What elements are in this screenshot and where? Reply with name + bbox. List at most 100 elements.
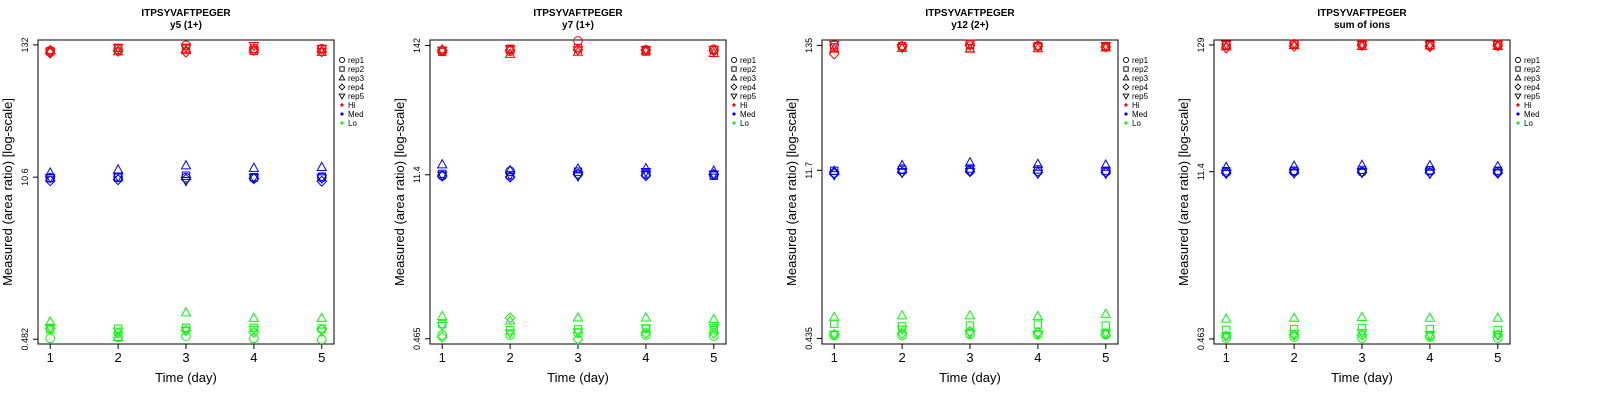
point-lo-rep5-day2 bbox=[504, 329, 516, 340]
point-lo-rep5-day1 bbox=[44, 324, 56, 334]
point-lo-rep1-day3 bbox=[1357, 333, 1367, 343]
x-tick-label: 2 bbox=[898, 350, 905, 365]
point-lo-rep3-day1 bbox=[436, 310, 448, 321]
point-lo-rep3-day2 bbox=[1288, 312, 1300, 322]
legend-label-rep2: rep2 bbox=[348, 65, 365, 74]
legend-label-lo: Lo bbox=[1132, 119, 1141, 128]
point-med-rep3-day2 bbox=[112, 163, 124, 174]
panel-title: ITPSYVAFTPEGER bbox=[141, 8, 231, 19]
legend-label-rep4: rep4 bbox=[740, 83, 757, 92]
legend-marker-rep1 bbox=[1514, 57, 1522, 63]
y-tick-label: 11.4 bbox=[1196, 163, 1206, 180]
panel-title: ITPSYVAFTPEGER bbox=[1317, 8, 1407, 19]
point-lo-rep2-day1 bbox=[438, 319, 447, 329]
point-lo-rep2-day4 bbox=[1033, 320, 1043, 329]
legend-label-rep1: rep1 bbox=[348, 56, 365, 65]
point-hi-rep3-day1 bbox=[828, 42, 840, 53]
y-tick-label: 11.7 bbox=[804, 162, 814, 179]
y-tick-label: 0.482 bbox=[20, 328, 30, 351]
plot-frame bbox=[37, 39, 335, 345]
legend-marker-med bbox=[1124, 112, 1128, 116]
y-axis-label: Measured (area ratio) [log-scale] bbox=[392, 98, 407, 286]
point-lo-rep2-day3 bbox=[965, 321, 975, 330]
point-lo-rep2-day1 bbox=[830, 319, 839, 328]
point-med-rep3-day2 bbox=[1288, 160, 1300, 170]
legend-label-rep5: rep5 bbox=[348, 92, 365, 101]
point-lo-rep1-day2 bbox=[505, 330, 515, 340]
point-lo-rep3-day3 bbox=[1356, 311, 1368, 322]
y-tick-label: 132 bbox=[20, 37, 30, 52]
x-axis-label: Time (day) bbox=[1331, 370, 1393, 385]
point-lo-rep3-day5 bbox=[316, 312, 328, 322]
point-hi-rep4-day1 bbox=[828, 48, 840, 60]
y-tick-label: 135 bbox=[804, 38, 814, 53]
legend-label-lo: Lo bbox=[740, 119, 749, 128]
point-hi-rep5-day5 bbox=[708, 45, 720, 56]
legend-marker-rep5 bbox=[1122, 93, 1130, 100]
point-med-rep3-day4 bbox=[640, 162, 652, 173]
point-hi-rep3-day4 bbox=[248, 43, 260, 54]
point-med-rep3-day4 bbox=[1424, 159, 1436, 170]
legend-marker-rep4 bbox=[1514, 83, 1522, 91]
legend-marker-rep3 bbox=[1122, 74, 1130, 81]
point-lo-rep4-day4 bbox=[1032, 326, 1044, 339]
point-med-rep4-day4 bbox=[640, 170, 652, 182]
legend-marker-med bbox=[340, 112, 344, 116]
point-lo-rep5-day1 bbox=[436, 321, 448, 332]
x-tick-label: 5 bbox=[710, 350, 717, 365]
point-lo-rep4-day3 bbox=[964, 325, 976, 337]
point-lo-rep1-day1 bbox=[1221, 333, 1232, 343]
legend-label-rep3: rep3 bbox=[1524, 74, 1541, 83]
point-hi-rep3-day1 bbox=[436, 43, 448, 54]
plot-frame bbox=[1213, 39, 1511, 345]
legend-label-hi: Hi bbox=[348, 101, 356, 110]
legend-marker-hi bbox=[340, 103, 344, 107]
legend-label-rep5: rep5 bbox=[1132, 92, 1149, 101]
point-med-rep3-day4 bbox=[248, 162, 260, 172]
point-lo-rep4-day3 bbox=[572, 333, 584, 346]
legend-label-rep3: rep3 bbox=[740, 74, 757, 83]
point-med-rep5-day1 bbox=[44, 173, 56, 184]
legend-marker-lo bbox=[732, 121, 736, 125]
point-hi-rep5-day5 bbox=[1492, 40, 1504, 51]
y-tick-label: 11.4 bbox=[412, 166, 422, 183]
point-med-rep3-day5 bbox=[708, 164, 720, 175]
x-tick-label: 4 bbox=[1426, 350, 1433, 365]
legend-marker-hi bbox=[1516, 103, 1520, 107]
point-lo-rep4-day3 bbox=[1356, 329, 1368, 341]
legend-label-rep1: rep1 bbox=[1132, 56, 1149, 65]
data-points bbox=[1220, 39, 1504, 343]
x-tick-label: 2 bbox=[114, 350, 121, 365]
point-med-rep3-day3 bbox=[572, 162, 584, 173]
x-axis-label: Time (day) bbox=[547, 370, 609, 385]
point-med-rep3-day1 bbox=[436, 158, 448, 169]
point-med-rep5-day3 bbox=[180, 177, 192, 187]
point-lo-rep3-day5 bbox=[1100, 308, 1112, 318]
point-hi-rep4-day4 bbox=[248, 44, 260, 57]
point-lo-rep5-day3 bbox=[1356, 329, 1368, 339]
point-lo-rep5-day3 bbox=[964, 329, 976, 340]
y-tick-label: 0.463 bbox=[1196, 328, 1206, 351]
point-med-rep5-day1 bbox=[828, 171, 840, 181]
legend-marker-rep3 bbox=[1514, 74, 1522, 81]
x-tick-label: 3 bbox=[574, 350, 581, 365]
x-tick-label: 5 bbox=[1494, 350, 1501, 365]
legend-marker-lo bbox=[1124, 121, 1128, 125]
point-med-rep1-day1 bbox=[829, 168, 840, 178]
y-axis-label: Measured (area ratio) [log-scale] bbox=[784, 98, 799, 286]
legend-marker-rep2 bbox=[1123, 66, 1129, 72]
point-hi-rep1-day4 bbox=[249, 43, 259, 53]
point-med-rep5-day2 bbox=[896, 168, 908, 179]
point-lo-rep4-day5 bbox=[708, 327, 720, 339]
point-lo-rep5-day4 bbox=[1424, 331, 1436, 341]
point-med-rep5-day3 bbox=[572, 172, 584, 183]
legend-label-med: Med bbox=[1524, 110, 1540, 119]
point-lo-rep4-day2 bbox=[896, 327, 908, 340]
point-lo-rep3-day1 bbox=[1220, 312, 1232, 323]
point-med-rep3-day3 bbox=[964, 156, 976, 167]
legend-marker-lo bbox=[1516, 121, 1520, 125]
point-med-rep3-day3 bbox=[1356, 159, 1368, 169]
